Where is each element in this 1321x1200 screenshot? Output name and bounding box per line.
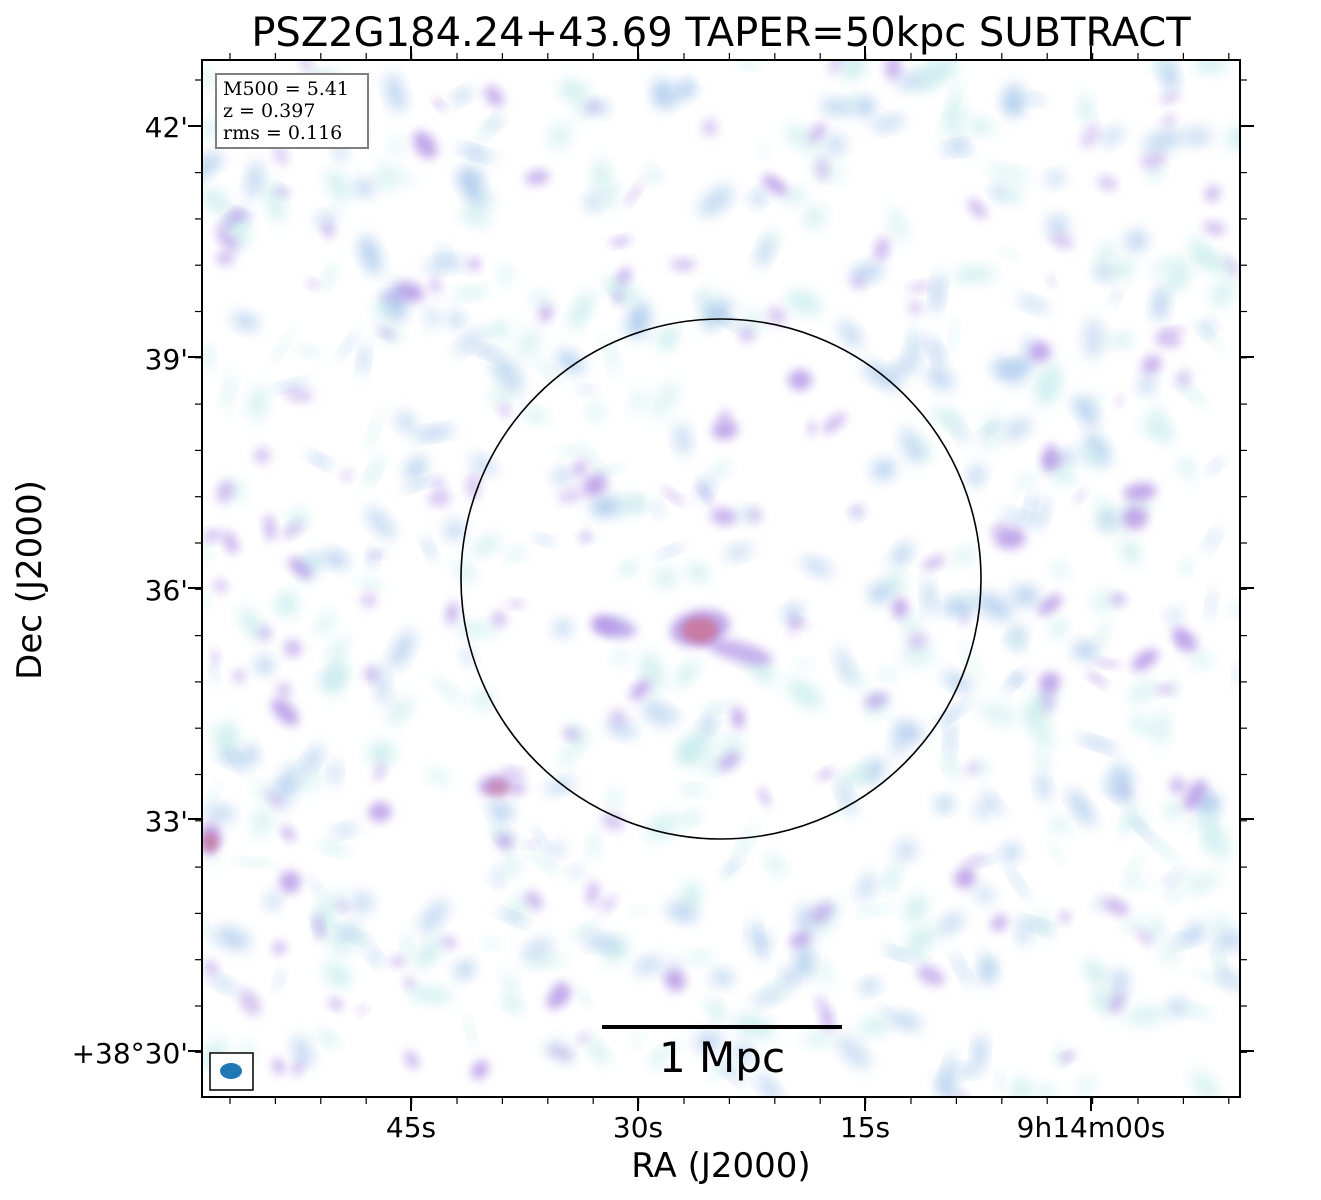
y-tick-label: 33' — [145, 805, 188, 838]
plot-frame — [201, 59, 1241, 1098]
x-tick-label: 45s — [386, 1111, 436, 1144]
axis-ticks — [188, 46, 1254, 1111]
y-tick-label: 36' — [145, 574, 188, 607]
x-tick-label: 15s — [840, 1111, 890, 1144]
beam-ellipse — [220, 1063, 242, 1079]
y-tick-label: +38°30' — [72, 1037, 188, 1070]
image-background — [202, 60, 1240, 1097]
y-tick-label: 42' — [145, 111, 188, 144]
beam-indicator — [209, 1052, 254, 1091]
x-tick-label: 9h14m00s — [1017, 1111, 1166, 1144]
x-tick-label: 30s — [613, 1111, 663, 1144]
info-box: M500 = 5.41 z = 0.397 rms = 0.116 — [215, 73, 369, 149]
redshift-label: z = 0.397 — [223, 100, 315, 122]
y-tick-label: 39' — [145, 343, 188, 376]
r500-circle — [460, 318, 982, 840]
radio-emission-map — [202, 60, 1240, 1097]
x-axis-label: RA (J2000) — [631, 1146, 811, 1186]
figure-title: PSZ2G184.24+43.69 TAPER=50kpc SUBTRACT — [251, 10, 1191, 56]
scale-bar-label: 1 Mpc — [659, 1033, 785, 1082]
rms-label: rms = 0.116 — [223, 122, 342, 144]
scale-bar: 1 Mpc — [602, 1025, 842, 1082]
mass-label: M500 = 5.41 — [223, 78, 349, 100]
